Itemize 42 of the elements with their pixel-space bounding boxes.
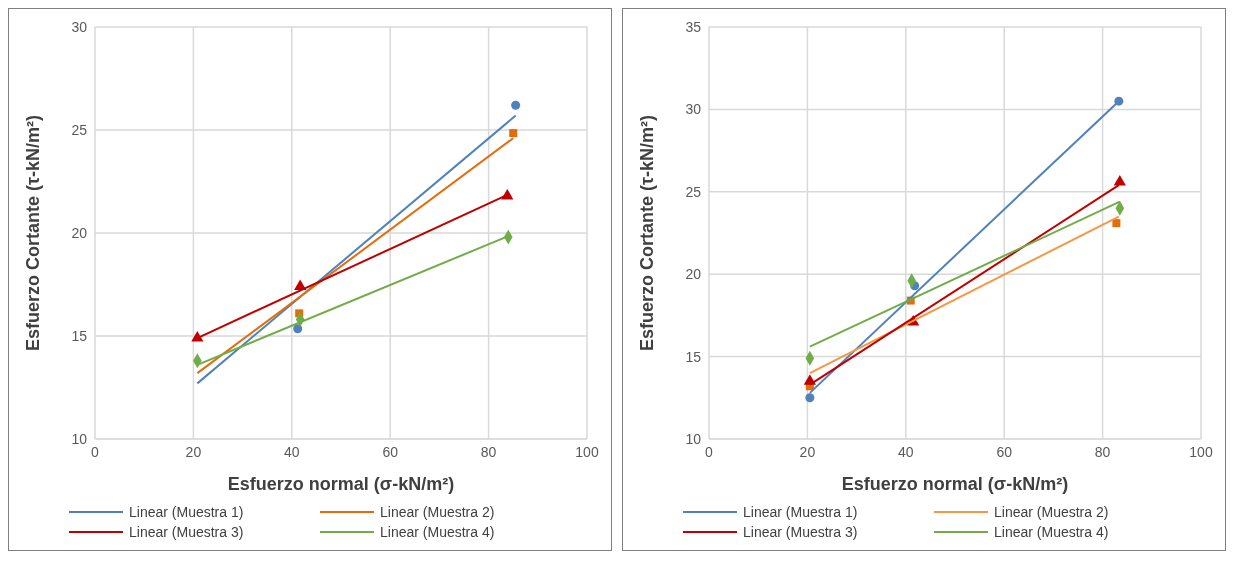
y-tick-label: 25 [71, 121, 88, 138]
legend-label: Linear (Muestra 2) [380, 504, 495, 520]
legend-label: Linear (Muestra 1) [743, 504, 858, 520]
x-axis-title: Esfuerzo normal (σ-kN/m²) [227, 474, 455, 494]
y-tick-label: 15 [685, 348, 702, 365]
legend-label: Linear (Muestra 1) [129, 504, 244, 520]
x-tick-label: 40 [284, 443, 300, 460]
x-tick-label: 60 [382, 443, 399, 460]
x-tick-label: 20 [185, 443, 202, 460]
x-tick-label: 0 [705, 443, 714, 460]
point [1113, 174, 1126, 186]
x-axis-title: Esfuerzo normal (σ-kN/m²) [841, 474, 1069, 494]
y-tick-label: 20 [685, 266, 702, 283]
point [509, 129, 518, 138]
legend-label: Linear (Muestra 4) [380, 524, 495, 540]
y-tick-label: 10 [71, 430, 88, 447]
x-tick-label: 100 [575, 443, 599, 460]
point [293, 324, 303, 334]
legend-label: Linear (Muestra 3) [743, 524, 858, 540]
y-tick-label: 10 [685, 430, 702, 447]
point [191, 331, 204, 342]
legend-label: Linear (Muestra 2) [994, 504, 1109, 520]
y-tick-label: 30 [71, 18, 88, 35]
y-axis-title: Esfuerzo Cortante (τ-kN/m²) [637, 114, 658, 352]
x-tick-label: 0 [91, 443, 100, 460]
point [1112, 219, 1121, 228]
y-tick-label: 15 [71, 327, 88, 344]
y-tick-label: 30 [685, 101, 702, 118]
x-tick-label: 80 [1094, 443, 1111, 460]
y-axis-title: Esfuerzo Cortante (τ-kN/m²) [23, 114, 44, 352]
legend-label: Linear (Muestra 3) [129, 524, 244, 540]
y-tick-label: 20 [71, 224, 88, 241]
x-tick-label: 100 [1189, 443, 1213, 460]
point [805, 393, 815, 403]
y-tick-label: 25 [685, 183, 702, 200]
x-tick-label: 80 [480, 443, 497, 460]
x-tick-label: 40 [898, 443, 914, 460]
legend-label: Linear (Muestra 4) [994, 524, 1109, 540]
y-tick-label: 35 [685, 18, 702, 35]
x-tick-label: 60 [996, 443, 1013, 460]
point [511, 100, 521, 110]
x-tick-label: 20 [799, 443, 816, 460]
